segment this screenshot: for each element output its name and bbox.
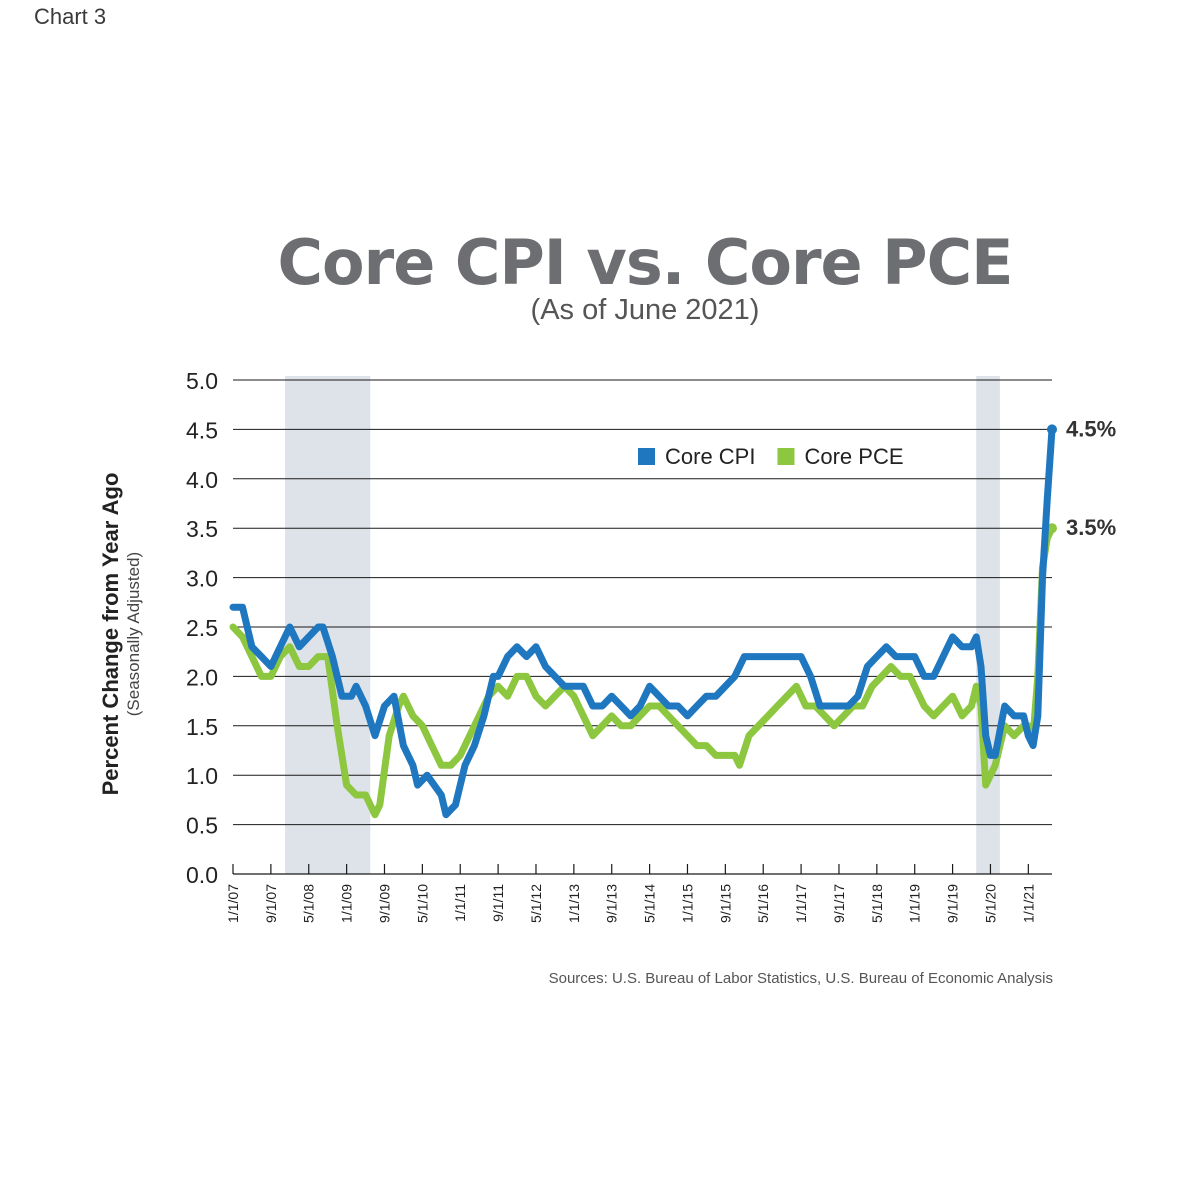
x-tick-label: 1/1/21: [1020, 884, 1036, 923]
x-tick-label: 1/1/09: [339, 884, 355, 923]
x-tick-label: 5/1/14: [642, 884, 658, 923]
x-tick-labels: 1/1/07 9/1/07 5/1/08 1/1/09 9/1/09 5/1/10 1/1/…: [225, 864, 1036, 923]
series-layer: [229, 424, 1057, 819]
legend-swatch-core-pce: [777, 448, 795, 465]
y-tick-label: 2.0: [186, 664, 218, 690]
core-cpi-end-label: 4.5%: [1066, 416, 1116, 441]
y-tick-label: 0.5: [186, 813, 218, 839]
y-tick-labels: 0.0 0.5 1.0 1.5 2.0 2.5 3.0 3.5 4.0 4.5 5.0: [186, 368, 218, 888]
legend-label-core-cpi: Core CPI: [665, 444, 755, 469]
x-tick-label: 1/1/07: [225, 884, 241, 923]
chart-subtitle: (As of June 2021): [530, 294, 760, 326]
y-tick-label: 0.0: [186, 862, 218, 888]
y-tick-label: 4.0: [186, 467, 218, 493]
x-tick-label: 5/1/08: [301, 884, 317, 923]
x-tick-label: 9/1/13: [604, 884, 620, 923]
end-value-labels: 4.5% 3.5%: [1066, 416, 1116, 540]
core-cpi-end-point: [1047, 424, 1057, 435]
core-cpi-line: [229, 425, 1056, 819]
x-tick-label: 1/1/17: [793, 884, 809, 923]
y-tick-label: 1.5: [186, 714, 218, 740]
x-tick-label: 9/1/17: [831, 884, 847, 923]
core-pce-end-label: 3.5%: [1066, 515, 1116, 540]
x-tick-label: 5/1/20: [982, 884, 998, 923]
y-tick-label: 5.0: [186, 368, 218, 394]
x-tick-label: 9/1/11: [490, 884, 506, 922]
recession-band-2: [976, 376, 1000, 874]
y-tick-label: 3.0: [186, 566, 218, 592]
x-tick-label: 5/1/18: [869, 884, 885, 923]
gridlines-layer: [233, 379, 1052, 875]
source-note: Sources: U.S. Bureau of Labor Statistics…: [548, 970, 1053, 987]
legend: Core CPI Core PCE: [638, 444, 904, 469]
x-tick-label: 9/1/19: [945, 884, 961, 923]
chart-number-label: Chart 3: [34, 4, 107, 29]
x-tick-label: 5/1/10: [414, 884, 430, 923]
x-tick-label: 1/1/11: [452, 884, 468, 922]
x-tick-label: 9/1/09: [376, 884, 392, 923]
chart-title: Core CPI vs. Core PCE: [277, 226, 1014, 299]
y-tick-label: 2.5: [186, 615, 218, 641]
legend-label-core-pce: Core PCE: [804, 444, 903, 469]
y-tick-label: 1.0: [186, 763, 218, 789]
legend-swatch-core-cpi: [638, 448, 655, 465]
core-pce-end-point: [1047, 523, 1057, 534]
x-tick-label: 9/1/15: [717, 884, 733, 923]
y-tick-label: 3.5: [186, 516, 218, 542]
x-tick-label: 1/1/13: [566, 884, 582, 923]
x-tick-label: 1/1/15: [679, 884, 695, 923]
x-tick-label: 1/1/19: [907, 884, 923, 923]
x-tick-label: 9/1/07: [263, 884, 279, 923]
x-tick-label: 5/1/16: [755, 884, 771, 923]
y-tick-label: 4.5: [186, 417, 218, 443]
x-tick-label: 5/1/12: [528, 884, 544, 923]
recession-band-1: [285, 376, 371, 874]
core-pce-line: [229, 524, 1056, 819]
